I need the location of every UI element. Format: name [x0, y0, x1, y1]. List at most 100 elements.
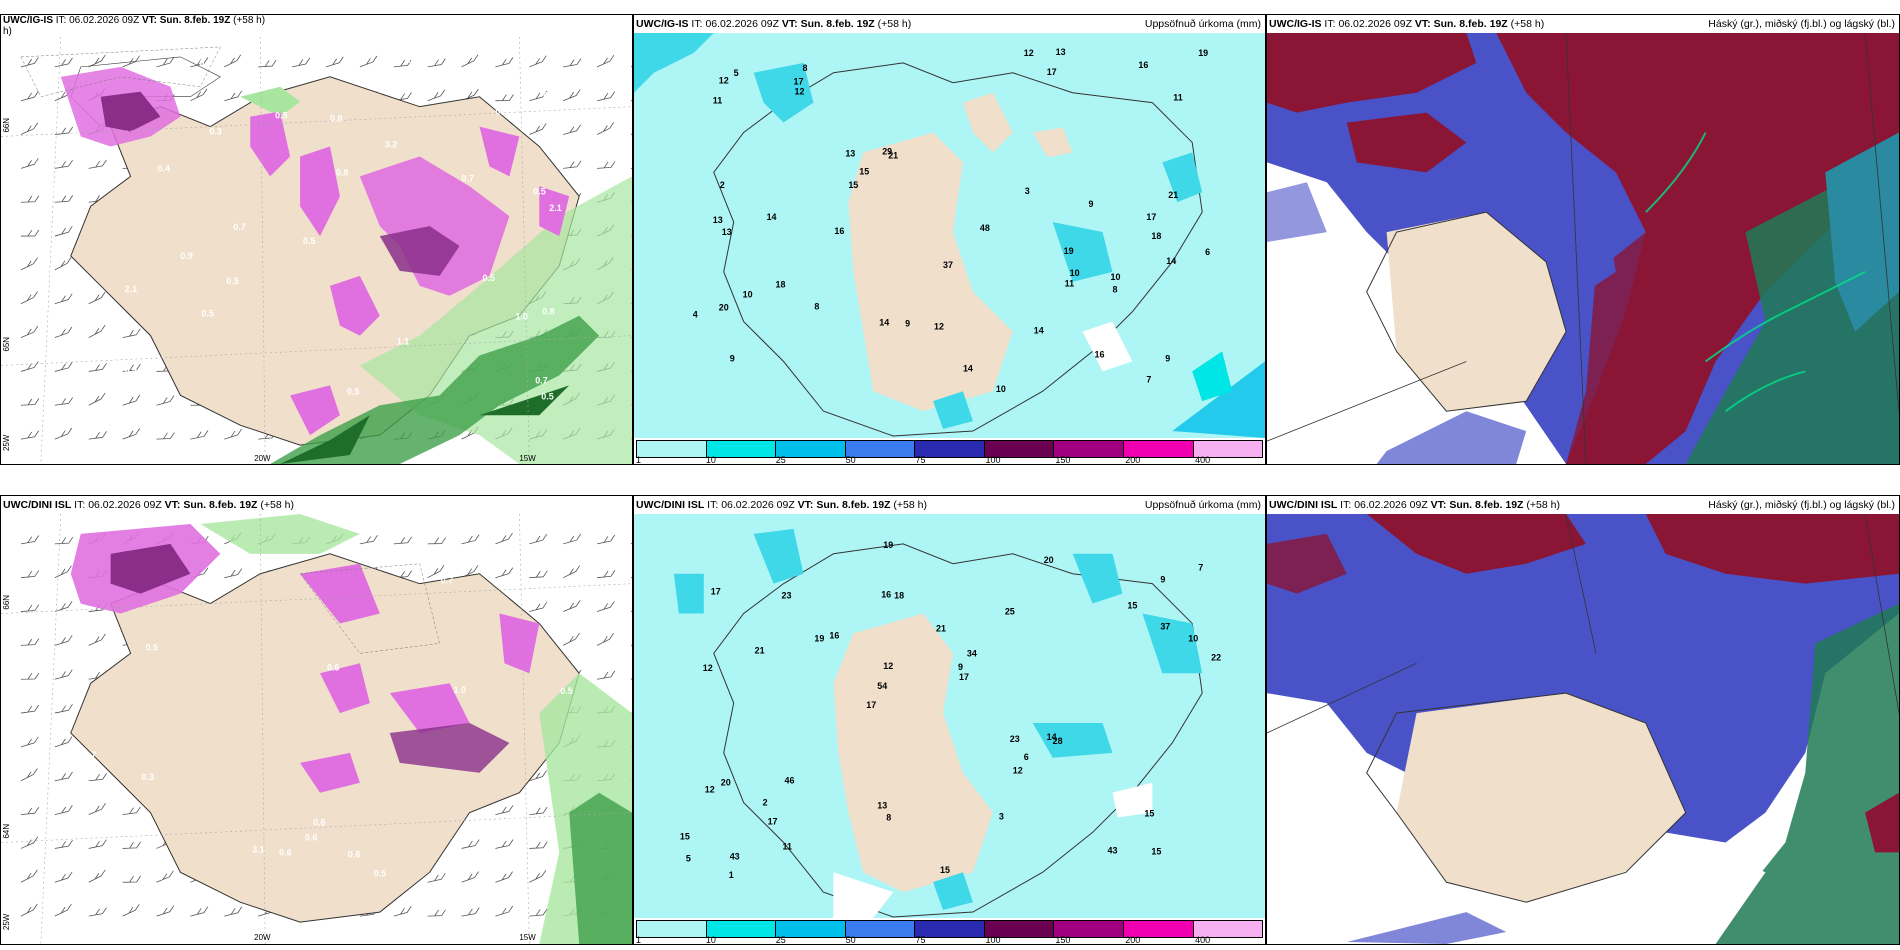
snow-value-label: 0.6: [199, 58, 211, 68]
wind-barb: [495, 532, 513, 545]
precip-value-label: 19: [1198, 48, 1208, 58]
snow-value-label: 1.0: [454, 685, 466, 695]
legend-tick: 200: [1125, 455, 1141, 465]
wind-barb: [529, 533, 548, 545]
wind-barb: [20, 291, 38, 305]
precip-value-label: 5: [686, 853, 691, 863]
wind-barb: [563, 124, 581, 135]
precip-value-label: 23: [1010, 734, 1020, 744]
wind-barb: [88, 773, 107, 782]
precip-value-label: 20: [719, 303, 729, 313]
wind-barb: [122, 875, 141, 883]
precip-value-label: 22: [1211, 652, 1221, 662]
snow-value-label: 4.1: [448, 59, 460, 69]
legend-tick: 50: [845, 455, 856, 465]
wind-barb: [461, 54, 479, 68]
snow-value-label: 0.8: [495, 107, 507, 117]
snow-map: 0.3 0.5 3.2 2.1 0.7 0.8 0.5 0.9 1.0 0.8 0.4 0.5 0.7 0…: [1, 37, 632, 464]
wind-barb: [156, 905, 175, 917]
map-area: 3.1 0.6 0.6 0.5 0.5 0.6 0.6 0.7 1.0 0.5 0.3 0.7 0.6 0…: [1, 514, 632, 944]
wind-barb: [427, 909, 446, 917]
wind-barb: [20, 903, 38, 917]
wind-barb: [495, 567, 514, 579]
precip-value-label: 19: [883, 540, 893, 550]
svg-text:20W: 20W: [254, 454, 271, 463]
wind-barb: [20, 229, 40, 237]
wind-barb: [393, 59, 412, 68]
legend-swatch: [637, 441, 707, 457]
wind-barb: [596, 633, 614, 646]
precip-value-label: 12: [705, 785, 715, 795]
wind-barb: [54, 361, 73, 372]
precip-panel-top: UWC/IG-IS IT: 06.02.2026 09Z VT: Sun. 8.…: [633, 14, 1266, 465]
legend-swatch: [984, 921, 1055, 937]
wind-barb: [54, 397, 74, 406]
wind-barb: [495, 94, 514, 102]
snow-value-label: 0.6: [313, 818, 325, 828]
svg-text:15W: 15W: [519, 454, 536, 463]
precip-value-label: 37: [943, 260, 953, 270]
wind-barb: [20, 195, 40, 203]
legend-swatch: [915, 441, 985, 457]
precip-value-label: 1: [729, 870, 734, 880]
precip-value-label: 11: [1173, 93, 1182, 103]
snow-value-label: 0.5: [347, 386, 359, 396]
precip-value-label: 16: [829, 630, 839, 640]
snow-value-label: 0.5: [146, 642, 158, 652]
wind-barb: [190, 88, 208, 102]
precip-value-label: 12: [1024, 48, 1034, 58]
wind-barb: [427, 565, 445, 579]
precip-value-label: 8: [814, 302, 819, 312]
precip-value-label: 7: [1146, 374, 1151, 384]
legend-tick: 10: [705, 935, 716, 945]
wind-barb: [359, 55, 378, 68]
panel-header-left: UWC/DINI ISL IT: 06.02.2026 09Z VT: Sun.…: [636, 499, 927, 511]
wind-barb: [495, 57, 514, 68]
snow-wind-panel-top: UWC/IG-IS IT: 06.02.2026 09Z VT: Sun. 8.…: [0, 14, 633, 465]
wind-barb: [88, 363, 107, 372]
wind-barb: [495, 839, 514, 849]
precip-value-label: 11: [783, 841, 792, 851]
snow-value-label: 0.8: [330, 114, 342, 124]
wind-barb: [258, 59, 277, 68]
wind-barb: [54, 293, 73, 305]
precip-value-label: 10: [1110, 272, 1120, 282]
precip-value-label: 17: [711, 587, 721, 597]
precip-value-label: 10: [743, 290, 753, 300]
precip-value-label: 16: [834, 226, 844, 236]
precip-value-label: 17: [959, 672, 969, 682]
panel-header-left: UWC/IG-IS IT: 06.02.2026 09Z VT: Sun. 8.…: [636, 18, 912, 30]
wind-barb: [88, 907, 107, 917]
wind-barb: [54, 669, 73, 680]
legend-tick: 100: [985, 455, 1001, 465]
precip-value-label: 20: [721, 778, 731, 788]
snow-value-label: 0.5: [125, 365, 137, 375]
wind-barb: [495, 805, 514, 815]
wind-barb: [54, 257, 72, 271]
precip-value-label: 21: [936, 623, 946, 633]
svg-text:65N: 65N: [2, 337, 11, 352]
wind-barb: [563, 58, 582, 68]
snow-value-label: 3.2: [385, 139, 397, 149]
precip-value-label: 25: [1005, 607, 1015, 617]
wind-barb: [20, 570, 40, 579]
cloud-panel-top: UWC/IG-IS IT: 06.02.2026 09Z VT: Sun. 8.…: [1266, 14, 1900, 465]
wind-barb: [597, 570, 616, 579]
precip-value-label: 10: [1188, 633, 1198, 643]
precip-value-label: 18: [776, 280, 786, 290]
precip-value-label: 48: [980, 223, 990, 233]
wind-barb: [529, 570, 548, 579]
precip-value-label: 3: [1025, 186, 1030, 196]
panel-title-precip: Uppsöfnuð úrkoma (mm): [1144, 499, 1261, 511]
wind-barb: [88, 324, 106, 338]
precip-value-label: 2: [720, 180, 725, 190]
precip-value-label: 10: [996, 384, 1006, 394]
wind-barb: [563, 89, 581, 102]
wind-barb: [563, 600, 581, 612]
precip-value-label: 14: [963, 363, 973, 373]
wind-barb: [88, 291, 106, 305]
wind-barb: [563, 565, 581, 579]
snow-value-label: 0.8: [336, 167, 348, 177]
wind-barb: [596, 601, 615, 612]
precip-value-label: 21: [1168, 190, 1178, 200]
